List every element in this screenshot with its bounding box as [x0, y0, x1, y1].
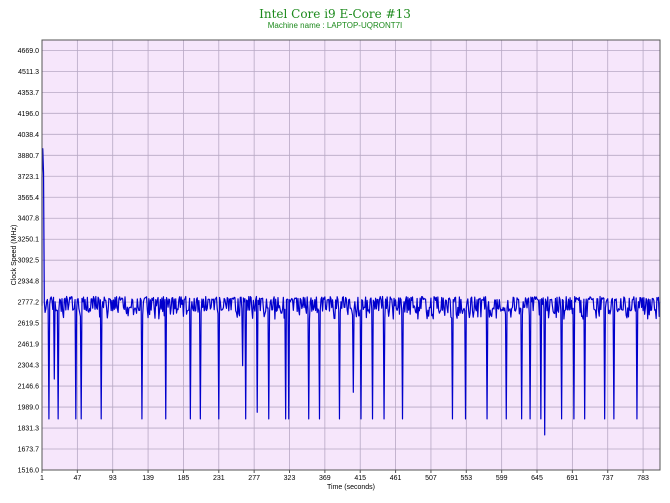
- x-tick-label: 139: [142, 475, 154, 482]
- y-tick-label: 2619.5: [18, 321, 40, 328]
- y-tick-label: 4353.7: [18, 90, 40, 97]
- series-line: [41, 148, 661, 436]
- y-tick-label: 2934.8: [18, 279, 40, 286]
- y-tick-label: 2461.9: [18, 342, 40, 349]
- x-tick-label: 461: [390, 475, 402, 482]
- x-tick-label: 599: [496, 475, 508, 482]
- y-tick-label: 3250.1: [18, 237, 40, 244]
- x-tick-label: 507: [425, 475, 437, 482]
- x-tick-label: 277: [248, 475, 260, 482]
- grid-lines: [42, 40, 660, 470]
- x-tick-label: 369: [319, 475, 331, 482]
- x-tick-label: 645: [531, 475, 543, 482]
- x-tick-label: 185: [178, 475, 190, 482]
- y-tick-label: 1673.7: [18, 447, 40, 454]
- x-tick-label: 323: [284, 475, 296, 482]
- x-tick-label: 231: [213, 475, 225, 482]
- y-tick-label: 1989.0: [18, 405, 40, 412]
- y-tick-label: 3723.1: [18, 174, 40, 181]
- x-tick-label: 783: [637, 475, 649, 482]
- y-tick-label: 2146.6: [18, 384, 40, 391]
- y-tick-label: 3407.8: [18, 216, 40, 223]
- x-tick-label: 93: [109, 475, 117, 482]
- y-tick-label: 2777.2: [18, 300, 40, 307]
- y-tick-label: 3880.7: [18, 153, 40, 160]
- y-tick-label: 4669.0: [18, 48, 40, 55]
- x-tick-label: 553: [460, 475, 472, 482]
- tick-labels: 1516.0 1673.7 1831.3 1989.0 2146.6 2304.3 2461…: [18, 48, 649, 482]
- y-tick-label: 3565.4: [18, 195, 40, 202]
- plot-frame: [41, 39, 661, 471]
- y-tick-label: 1831.3: [18, 426, 40, 433]
- y-tick-label: 1516.0: [18, 468, 40, 475]
- y-tick-label: 3092.5: [18, 258, 40, 265]
- x-tick-label: 737: [602, 475, 614, 482]
- x-tick-label: 47: [73, 475, 81, 482]
- x-tick-label: 1: [40, 475, 44, 482]
- x-tick-label: 691: [567, 475, 579, 482]
- y-axis-title: Clock Speed (MHz): [11, 225, 18, 286]
- chart-subtitle: Machine name : LAPTOP-UQRONT7I: [267, 21, 403, 30]
- plot-area: [42, 40, 660, 470]
- y-tick-label: 4511.3: [18, 69, 39, 76]
- y-tick-label: 4038.4: [18, 132, 40, 139]
- y-tick-label: 2304.3: [18, 363, 40, 370]
- y-tick-label: 4196.0: [18, 111, 40, 118]
- x-tick-label: 415: [354, 475, 366, 482]
- x-axis-title: Time (seconds): [327, 484, 375, 491]
- chart-title: Intel Core i9 E-Core #13: [259, 7, 411, 21]
